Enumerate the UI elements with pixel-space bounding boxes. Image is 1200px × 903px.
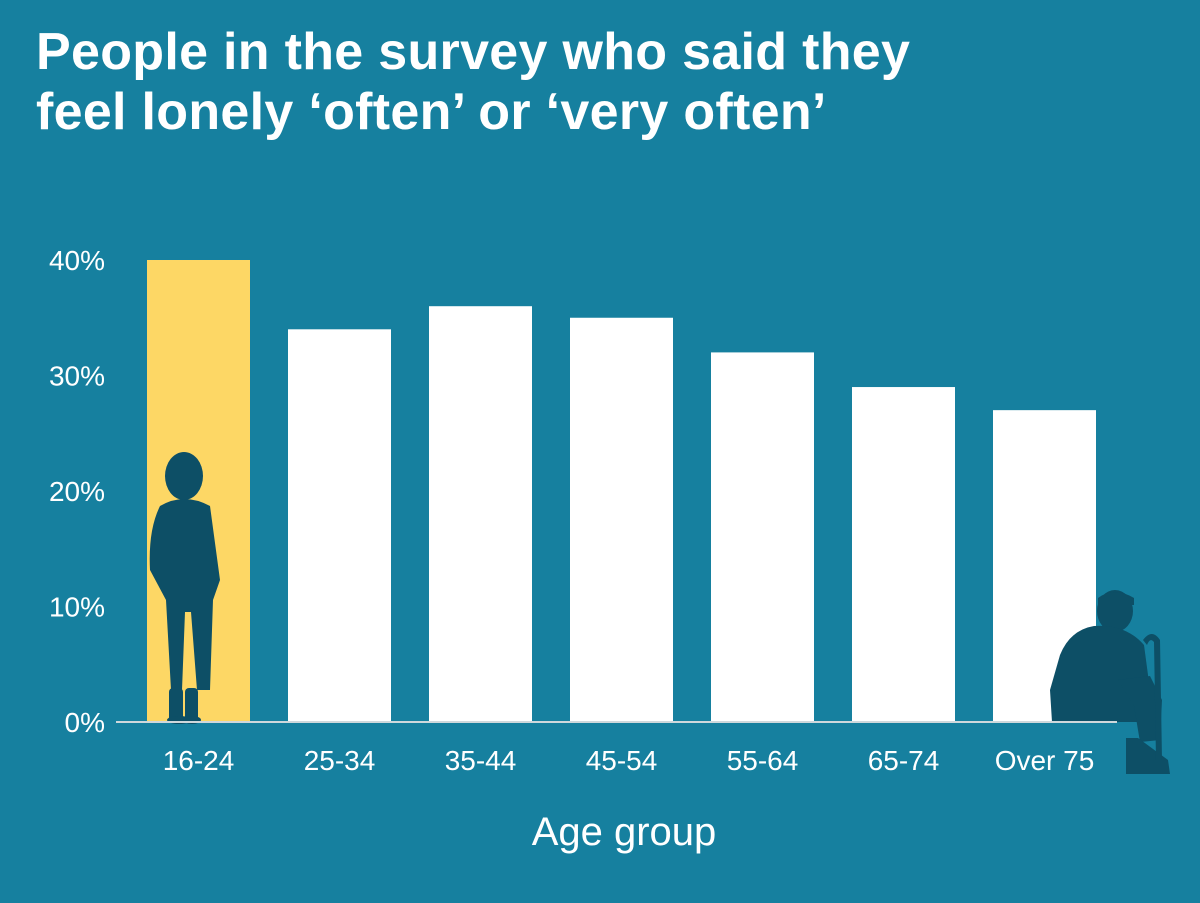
x-tick-label: 35-44 <box>445 745 517 776</box>
title-line-2: feel lonely ‘often’ or ‘very often’ <box>36 83 827 141</box>
elderly-person-with-cane-silhouette-icon <box>1050 590 1170 774</box>
y-axis-ticks: 0% 10% 20% 30% 40% <box>49 245 105 738</box>
y-tick-label: 20% <box>49 476 105 507</box>
y-tick-label: 40% <box>49 245 105 276</box>
bars <box>147 260 1096 722</box>
bar-35-44 <box>429 306 532 722</box>
y-tick-label: 10% <box>49 592 105 623</box>
x-tick-label: 16-24 <box>163 745 235 776</box>
young-person-silhouette-icon <box>149 452 220 724</box>
x-tick-label: 65-74 <box>868 745 940 776</box>
x-tick-label: 55-64 <box>727 745 799 776</box>
title-line-1: People in the survey who said they <box>36 23 911 81</box>
y-tick-label: 0% <box>65 707 105 738</box>
x-axis-label: Age group <box>532 810 717 854</box>
bar-45-54 <box>570 317 673 722</box>
chart-title: People in the survey who said they feel … <box>36 22 1156 142</box>
x-tick-label: 25-34 <box>304 745 376 776</box>
x-tick-label: 45-54 <box>586 745 658 776</box>
y-tick-label: 30% <box>49 361 105 392</box>
x-axis-tick-labels: 16-24 25-34 35-44 45-54 55-64 65-74 Over 75 <box>163 745 1095 776</box>
bar-25-34 <box>288 329 391 722</box>
x-tick-label: Over 75 <box>995 745 1095 776</box>
bar-65-74 <box>852 387 955 722</box>
bar-55-64 <box>711 352 814 722</box>
